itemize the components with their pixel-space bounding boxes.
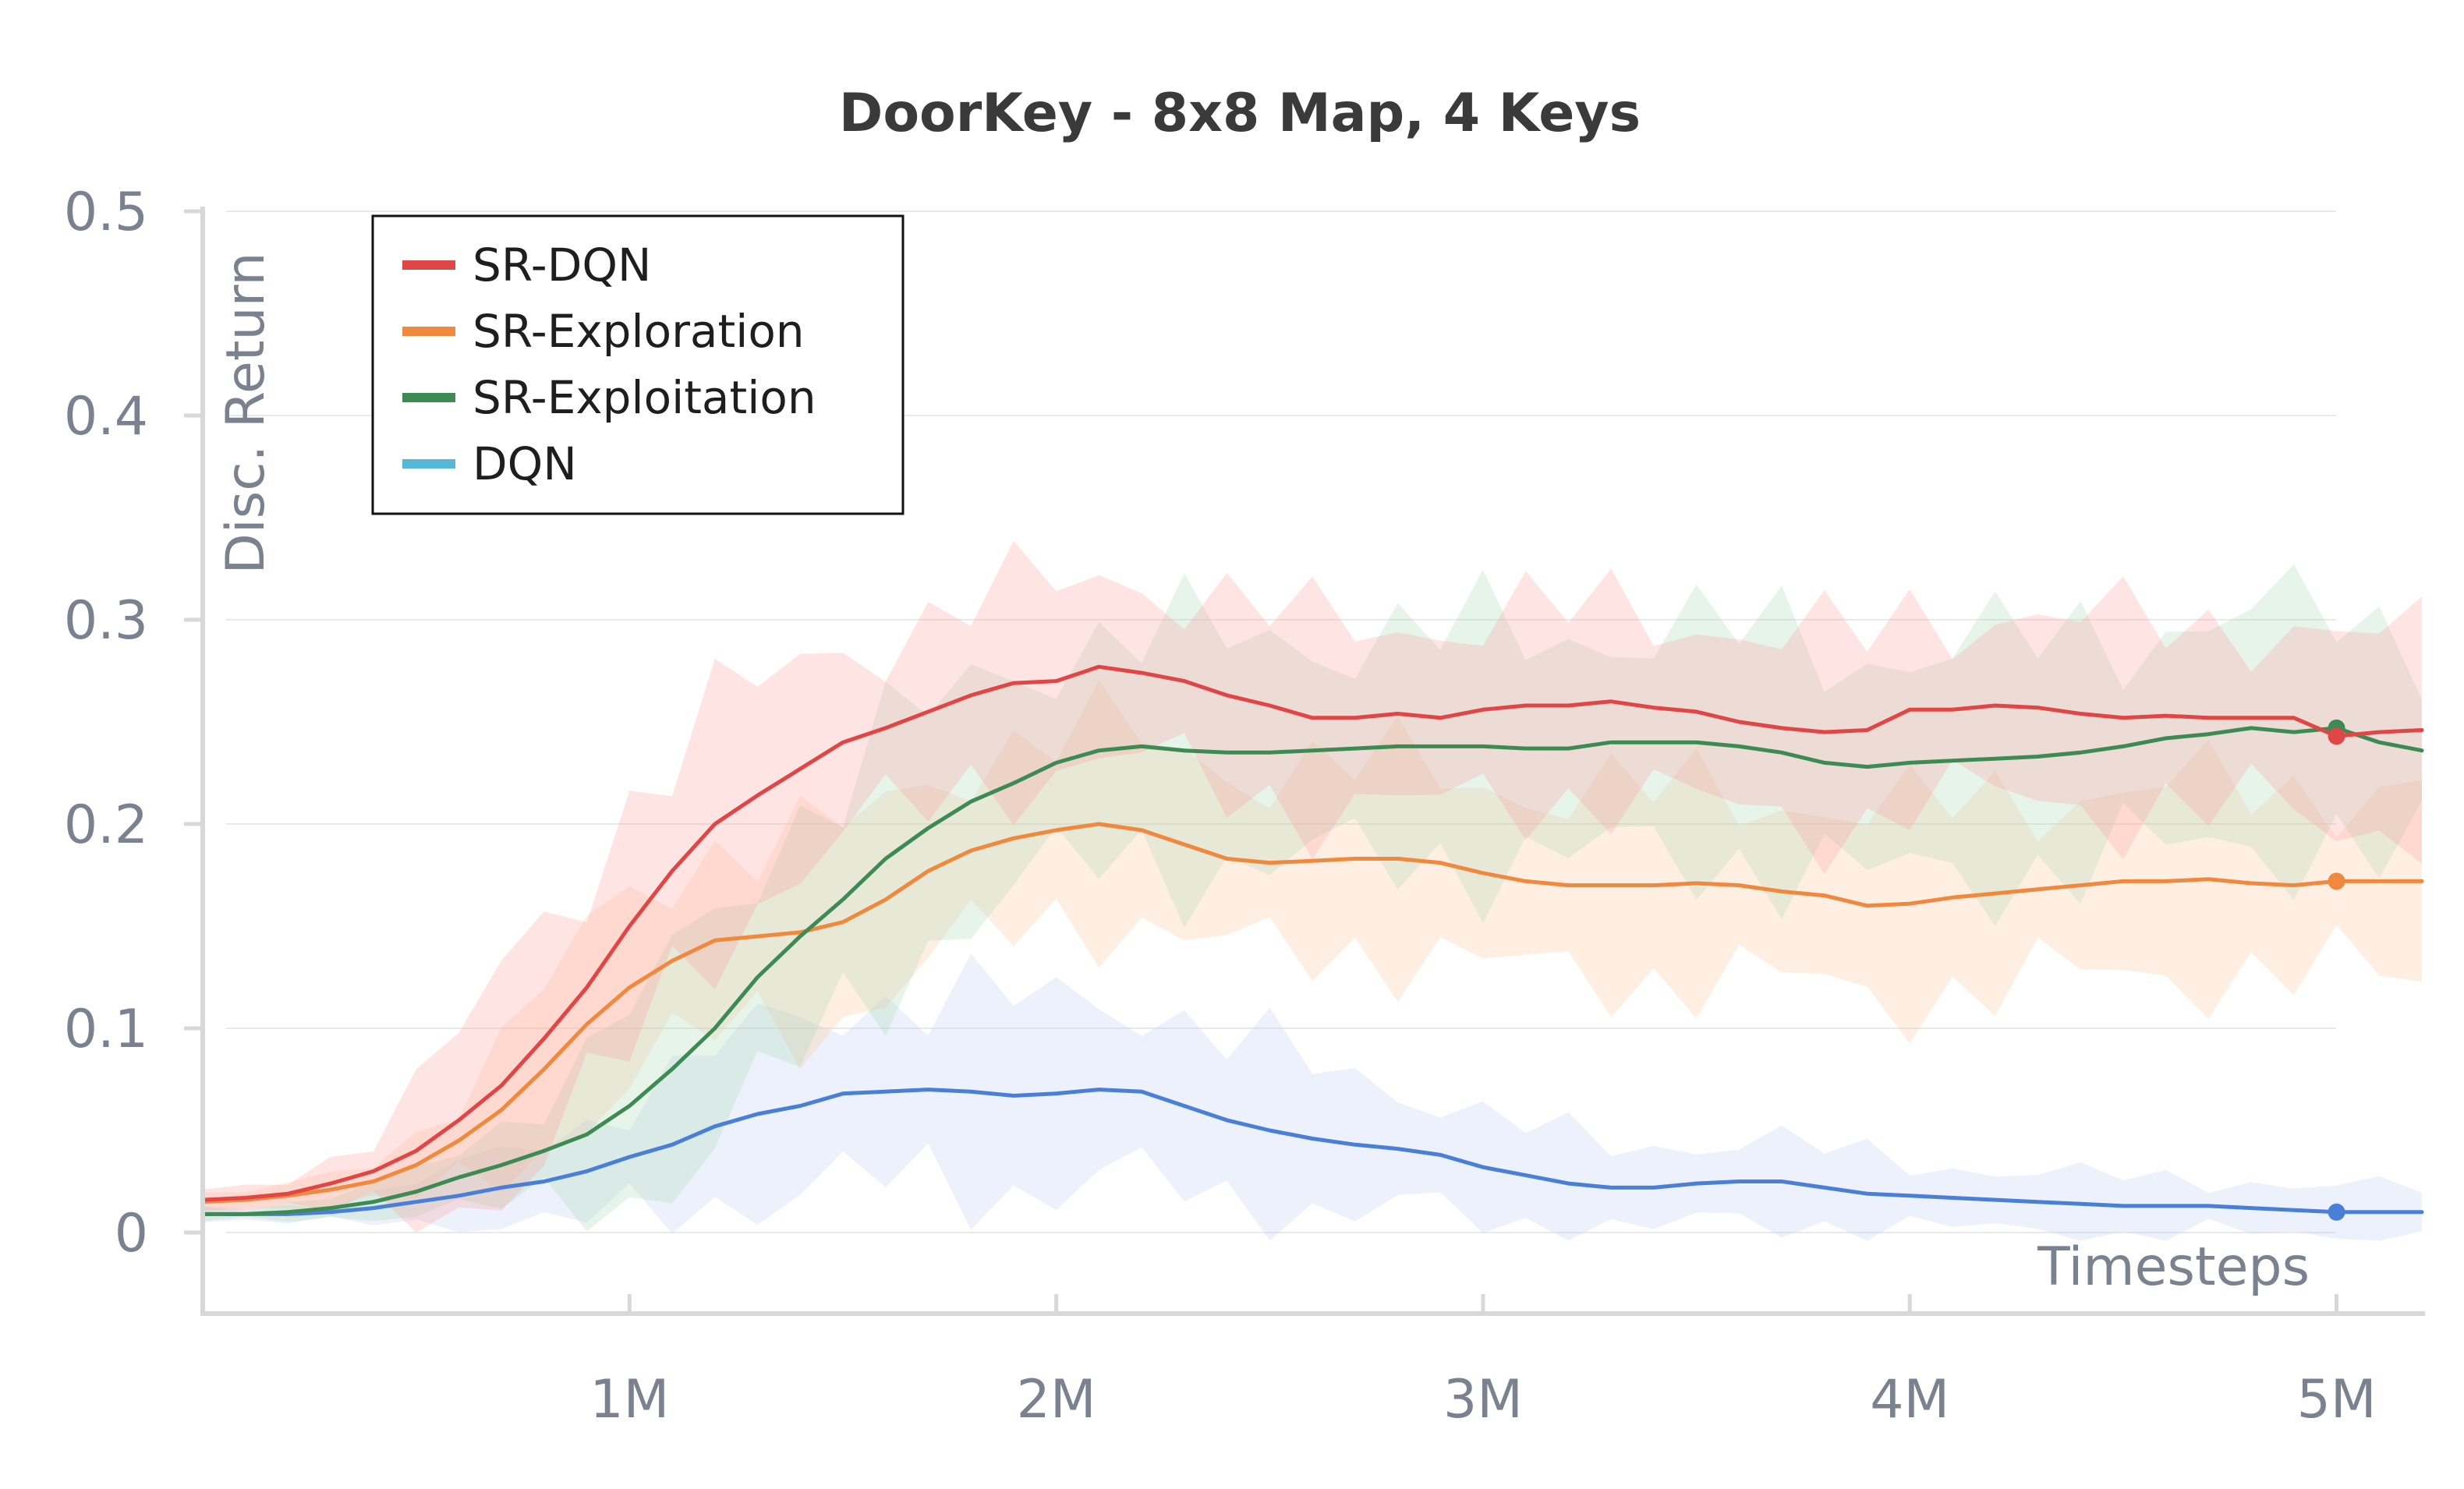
legend-label: SR-Exploration bbox=[473, 305, 805, 358]
end-marker-sr-dqn bbox=[2328, 727, 2345, 745]
y-tick-label: 0.4 bbox=[64, 386, 148, 447]
line-sr-exploitation bbox=[200, 726, 2424, 1216]
x-tick-label: 3M bbox=[1443, 1369, 1523, 1431]
y-tick-label: 0 bbox=[115, 1203, 148, 1264]
y-tick-label: 0.5 bbox=[64, 182, 148, 243]
y-tick-label: 0.2 bbox=[64, 794, 148, 856]
y-tick-label: 0.1 bbox=[64, 999, 148, 1060]
legend-label: SR-DQN bbox=[473, 239, 651, 292]
band-dqn bbox=[203, 953, 2422, 1241]
x-axis-label: Timesteps bbox=[2037, 1236, 2310, 1298]
x-tick-label: 4M bbox=[1870, 1369, 1949, 1431]
end-marker-dqn bbox=[2328, 1203, 2345, 1221]
confidence-bands bbox=[203, 540, 2422, 1241]
line-dqn bbox=[200, 1088, 2424, 1216]
legend: SR-DQN SR-Exploration SR-Exploitation DQN bbox=[371, 214, 905, 515]
legend-label: DQN bbox=[473, 437, 577, 490]
x-tick-label: 2M bbox=[1017, 1369, 1096, 1431]
legend-label: SR-Exploitation bbox=[473, 371, 816, 424]
y-ticks: 0 0.1 0.2 0.3 0.4 0.5 bbox=[64, 182, 203, 1264]
x-ticks: 1M 2M 3M 4M 5M bbox=[589, 1294, 2377, 1431]
line-sr-exploration bbox=[200, 822, 2424, 1204]
band-sr-dqn bbox=[203, 540, 2422, 1233]
x-tick-label: 5M bbox=[2297, 1369, 2377, 1431]
chart-title: DoorKey - 8x8 Map, 4 Keys bbox=[839, 83, 1641, 144]
y-tick-label: 0.3 bbox=[64, 590, 148, 652]
line-sr-dqn bbox=[200, 664, 2424, 1202]
legend-box bbox=[371, 214, 905, 515]
end-markers bbox=[2328, 719, 2345, 1221]
series-lines bbox=[200, 664, 2424, 1216]
x-tick-label: 1M bbox=[589, 1369, 669, 1431]
end-marker-sr-exploration bbox=[2328, 872, 2345, 890]
band-sr-exploration bbox=[203, 680, 2422, 1212]
y-axis-label: Disc. Return bbox=[215, 253, 277, 575]
axes bbox=[200, 207, 2425, 1316]
